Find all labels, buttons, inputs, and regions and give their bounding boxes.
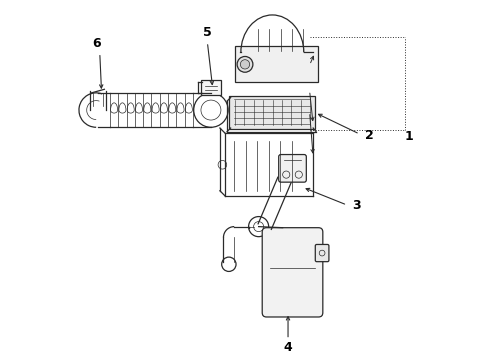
Circle shape — [237, 57, 253, 72]
FancyBboxPatch shape — [315, 244, 329, 262]
FancyBboxPatch shape — [279, 154, 306, 182]
FancyBboxPatch shape — [201, 80, 220, 95]
FancyBboxPatch shape — [235, 46, 318, 82]
Text: 2: 2 — [365, 129, 374, 142]
Text: 4: 4 — [284, 341, 293, 354]
Text: 5: 5 — [203, 26, 212, 39]
FancyBboxPatch shape — [229, 96, 315, 130]
Text: 1: 1 — [405, 130, 414, 144]
Text: 6: 6 — [92, 37, 100, 50]
FancyBboxPatch shape — [262, 228, 323, 317]
Circle shape — [240, 60, 250, 69]
Text: 3: 3 — [353, 199, 361, 212]
